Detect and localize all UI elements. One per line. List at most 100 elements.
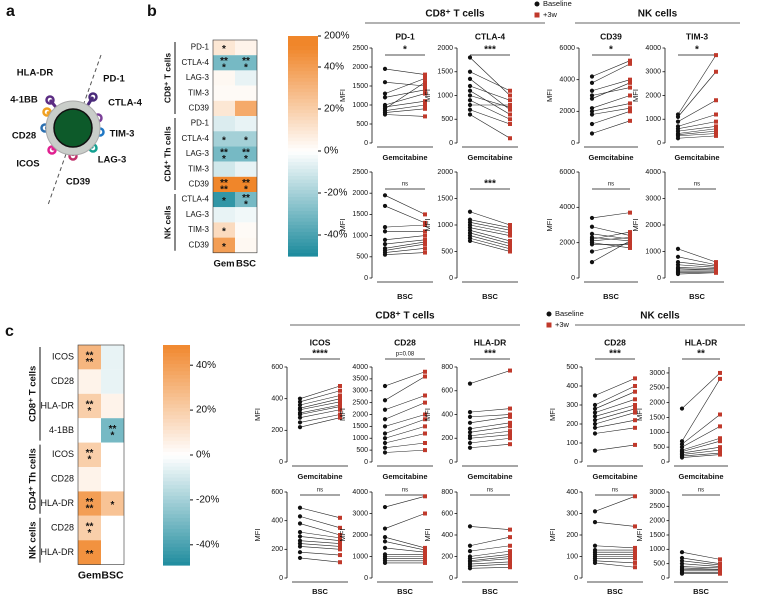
colorbar-step xyxy=(163,502,190,507)
w3-point xyxy=(628,93,632,98)
w3-point xyxy=(508,565,512,570)
colorbar-step xyxy=(163,521,190,526)
y-tick-label: 1500 xyxy=(649,414,665,421)
column-label: BSC xyxy=(101,569,124,581)
y-tick-label: 0 xyxy=(449,275,453,282)
w3-point xyxy=(423,558,427,563)
pair-line xyxy=(681,566,721,569)
pair-line xyxy=(594,496,636,512)
y-axis-label: MFI xyxy=(338,529,347,542)
w3-point xyxy=(423,84,427,88)
colorbar-step xyxy=(163,524,190,529)
w3-point xyxy=(714,129,718,134)
baseline-point xyxy=(467,83,473,89)
colorbar-step xyxy=(163,374,190,379)
baseline-point xyxy=(467,445,473,450)
baseline-point xyxy=(467,238,473,243)
baseline-point xyxy=(467,426,473,431)
colorbar-step xyxy=(163,348,190,353)
baseline-point xyxy=(467,524,473,529)
colorbar-step xyxy=(163,444,190,449)
colorbar-tick-label: 200% xyxy=(324,31,350,42)
pair-line xyxy=(384,205,426,224)
pair-line xyxy=(384,243,426,251)
row-label: LAG-3 xyxy=(186,210,210,219)
w3-point xyxy=(628,230,632,235)
w3-point xyxy=(508,122,512,126)
y-tick-label: 4000 xyxy=(559,204,575,211)
w3-point xyxy=(338,553,342,558)
baseline-point xyxy=(592,406,598,411)
significance-stars: * xyxy=(88,528,92,539)
y-tick-label: 600 xyxy=(271,364,283,371)
y-tick-label: 1000 xyxy=(352,102,368,109)
y-tick-label: 4000 xyxy=(352,489,368,496)
y-tick-label: 0 xyxy=(661,459,665,466)
w3-point xyxy=(718,445,722,450)
colorbar-step xyxy=(288,210,318,215)
baseline-point xyxy=(382,66,388,71)
w3-point xyxy=(508,412,512,417)
colorbar-step xyxy=(288,217,318,222)
y-tick-label: 1000 xyxy=(645,248,661,255)
colorbar-step xyxy=(288,231,318,236)
colorbar-step xyxy=(288,224,318,229)
plot-title: PD-1 xyxy=(395,31,415,41)
w3-point xyxy=(508,223,512,227)
pair-line xyxy=(469,414,511,418)
y-tick-label: 1000 xyxy=(352,232,368,239)
row-label: PD-1 xyxy=(191,43,210,52)
x-axis-label: BSC xyxy=(312,587,328,596)
row-label: 4-1BB xyxy=(49,425,74,435)
baseline-point xyxy=(592,418,598,423)
colorbar-step xyxy=(163,458,190,463)
y-tick-label: 0 xyxy=(657,140,661,147)
baseline-point xyxy=(297,544,303,549)
baseline-point xyxy=(382,225,388,230)
colorbar-step xyxy=(163,546,190,551)
w3-point xyxy=(508,241,512,246)
y-tick-label: 600 xyxy=(441,510,453,517)
pair-line xyxy=(469,71,511,92)
w3-point xyxy=(508,420,512,425)
w3-point xyxy=(714,124,718,129)
w3-point xyxy=(423,560,427,565)
group-label: CD4⁺ Th cells xyxy=(28,448,39,510)
pair-line xyxy=(469,95,511,108)
heat-cell xyxy=(101,491,124,516)
y-tick-label: 2000 xyxy=(352,64,368,71)
pair-line xyxy=(677,121,717,130)
baseline-point xyxy=(679,445,685,450)
w3-point xyxy=(338,412,342,417)
heat-cell xyxy=(213,192,235,208)
pair-line xyxy=(469,566,511,569)
colorbar-step xyxy=(288,196,318,201)
y-tick-label: 300 xyxy=(566,402,578,409)
w3-point xyxy=(633,397,637,402)
pair-line xyxy=(591,242,631,249)
row-label: HLA-DR xyxy=(40,498,74,508)
colorbar-step xyxy=(288,182,318,187)
y-tick-label: 0 xyxy=(571,140,575,147)
marker-label: CD28 xyxy=(12,131,36,142)
colorbar-step xyxy=(288,172,318,177)
baseline-point xyxy=(467,88,473,93)
colorbar-step xyxy=(163,425,190,430)
baseline-point xyxy=(675,254,681,259)
w3-point xyxy=(423,246,427,251)
column-label: BSC xyxy=(236,258,256,269)
colorbar-step xyxy=(163,561,190,566)
heat-cell xyxy=(78,418,101,443)
colorbar-step xyxy=(288,102,318,107)
pair-line xyxy=(299,409,341,418)
significance-stars: * xyxy=(222,44,226,55)
pair-line xyxy=(384,371,426,387)
heatmap-frame xyxy=(77,344,125,565)
w3-point xyxy=(423,494,427,499)
heat-cell xyxy=(235,100,257,116)
pair-line xyxy=(384,108,426,113)
baseline-point xyxy=(382,407,388,412)
colorbar-step xyxy=(163,403,190,408)
w3-point xyxy=(633,554,637,559)
baseline-point xyxy=(589,231,595,236)
